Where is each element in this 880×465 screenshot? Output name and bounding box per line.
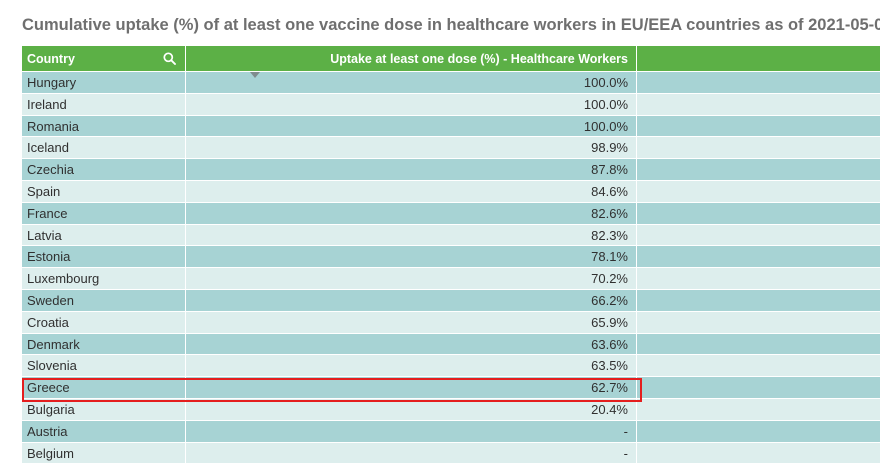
uptake-value-cell: 70.2% xyxy=(185,268,636,289)
uptake-value-cell: 20.4% xyxy=(185,398,636,420)
table-row[interactable]: Hungary 100.0% xyxy=(22,72,880,94)
table-row[interactable]: Denmark 63.6% xyxy=(22,333,880,356)
country-cell: Czechia xyxy=(27,162,74,178)
empty-cell xyxy=(636,268,880,289)
empty-cell xyxy=(636,398,880,420)
country-cell: Slovenia xyxy=(27,358,77,374)
country-cell: Belgium xyxy=(27,445,74,461)
table-row[interactable]: Luxembourg 70.2% xyxy=(22,268,880,290)
empty-cell xyxy=(636,159,880,180)
empty-cell xyxy=(636,442,880,464)
column-header-country-label: Country xyxy=(27,52,75,66)
column-header-country[interactable]: Country xyxy=(22,46,185,71)
column-header-empty xyxy=(636,46,880,71)
table-row[interactable]: Ireland 100.0% xyxy=(22,93,880,116)
empty-cell xyxy=(636,377,880,398)
table-row[interactable]: Greece 62.7% xyxy=(22,377,880,399)
uptake-value-cell: 65.9% xyxy=(185,311,636,333)
empty-cell xyxy=(636,311,880,333)
table-row[interactable]: Latvia 82.3% xyxy=(22,224,880,247)
country-cell: Sweden xyxy=(27,292,74,308)
empty-cell xyxy=(636,93,880,115)
uptake-value-cell: 100.0% xyxy=(185,72,636,93)
uptake-value-cell: 82.6% xyxy=(185,202,636,224)
country-cell: Hungary xyxy=(27,75,77,90)
country-cell: Iceland xyxy=(27,140,69,156)
country-cell: France xyxy=(27,205,68,221)
table-row[interactable]: Romania 100.0% xyxy=(22,115,880,138)
uptake-value-cell: 98.9% xyxy=(185,137,636,159)
uptake-value-cell: 100.0% xyxy=(185,93,636,115)
uptake-value-cell: 78.1% xyxy=(185,246,636,268)
empty-cell xyxy=(636,355,880,377)
sort-descending-icon[interactable] xyxy=(250,72,260,78)
table-header: Country Uptake at least one dose (%) - H… xyxy=(22,46,880,72)
uptake-value-cell: - xyxy=(185,442,636,464)
uptake-value-cell: - xyxy=(185,420,636,442)
table-row[interactable]: France 82.6% xyxy=(22,202,880,225)
table-row[interactable]: Bulgaria 20.4% xyxy=(22,398,880,421)
table-row[interactable]: Austria - xyxy=(22,420,880,443)
uptake-value-cell: 62.7% xyxy=(185,377,636,398)
country-cell: Croatia xyxy=(27,314,69,330)
uptake-value-cell: 63.5% xyxy=(185,355,636,377)
highlight-box-greece xyxy=(22,378,642,402)
uptake-value-cell: 84.6% xyxy=(185,180,636,202)
empty-cell xyxy=(636,246,880,268)
table-row[interactable]: Belgium - xyxy=(22,442,880,465)
page-title: Cumulative uptake (%) of at least one va… xyxy=(22,16,880,34)
country-cell: Denmark xyxy=(27,336,80,352)
country-cell: Latvia xyxy=(27,227,62,243)
empty-cell xyxy=(636,420,880,442)
empty-cell xyxy=(636,289,880,311)
country-cell: Estonia xyxy=(27,249,71,265)
column-header-uptake-label: Uptake at least one dose (%) - Healthcar… xyxy=(330,52,628,66)
uptake-value-cell: 100.0% xyxy=(185,115,636,137)
country-cell: Luxembourg xyxy=(27,271,100,287)
table-row[interactable]: Croatia 65.9% xyxy=(22,311,880,334)
empty-cell xyxy=(636,180,880,202)
country-cell: Greece xyxy=(27,380,70,396)
country-cell: Bulgaria xyxy=(27,401,75,417)
uptake-table: Country Uptake at least one dose (%) - H… xyxy=(22,46,880,465)
uptake-value-cell: 87.8% xyxy=(185,159,636,180)
uptake-value-cell: 82.3% xyxy=(185,224,636,246)
country-cell: Spain xyxy=(27,183,61,199)
empty-cell xyxy=(636,115,880,137)
search-icon[interactable] xyxy=(163,52,176,65)
empty-cell xyxy=(636,202,880,224)
table-row[interactable]: Spain 84.6% xyxy=(22,180,880,203)
empty-cell xyxy=(636,137,880,159)
table-row[interactable]: Slovenia 63.5% xyxy=(22,355,880,378)
country-cell: Romania xyxy=(27,118,80,134)
table-row[interactable]: Iceland 98.9% xyxy=(22,137,880,160)
column-header-uptake[interactable]: Uptake at least one dose (%) - Healthcar… xyxy=(185,46,636,71)
empty-cell xyxy=(636,333,880,355)
country-cell: Ireland xyxy=(27,96,67,112)
country-cell: Austria xyxy=(27,423,68,439)
table-row[interactable]: Czechia 87.8% xyxy=(22,159,880,181)
table-row[interactable]: Estonia 78.1% xyxy=(22,246,880,269)
uptake-value-cell: 63.6% xyxy=(185,333,636,355)
table-body: Hungary 100.0% Ireland 100.0% Romania 100.0% I… xyxy=(22,72,880,465)
empty-cell xyxy=(636,224,880,246)
table-row[interactable]: Sweden 66.2% xyxy=(22,289,880,312)
empty-cell xyxy=(636,72,880,93)
uptake-value-cell: 66.2% xyxy=(185,289,636,311)
